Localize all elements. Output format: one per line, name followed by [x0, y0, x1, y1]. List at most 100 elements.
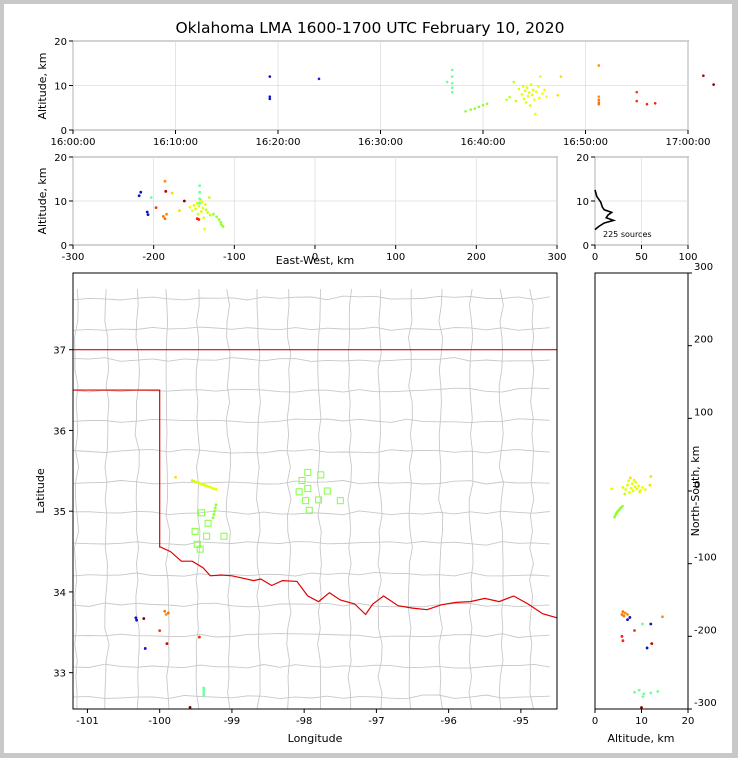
- lightning-source-point: [202, 216, 206, 220]
- lightning-source-point: [200, 200, 204, 204]
- lightning-source-point: [648, 483, 652, 487]
- x-tick-label: -97: [368, 716, 384, 727]
- y-tick-label: 0: [583, 241, 589, 252]
- lightning-source-point: [661, 615, 664, 619]
- lightning-source-point: [202, 689, 206, 692]
- lightning-source-point: [613, 515, 616, 519]
- lma-station-marker: [305, 506, 313, 514]
- lightning-source-point: [633, 690, 636, 694]
- lightning-source-point: [450, 86, 454, 90]
- lma-station-marker: [298, 477, 306, 485]
- lightning-source-point: [559, 75, 563, 78]
- lma-station-marker: [304, 485, 312, 493]
- lightning-source-point: [631, 489, 635, 493]
- lma-station-marker: [336, 497, 344, 505]
- lightning-source-point: [199, 482, 203, 486]
- lightning-source-point: [197, 481, 201, 485]
- lightning-source-point: [163, 609, 167, 613]
- lma-station-marker: [198, 509, 206, 517]
- lightning-source-point: [626, 483, 629, 487]
- x-tick-label: 0: [592, 252, 598, 263]
- lma-station-marker: [317, 471, 325, 479]
- lightning-source-point: [528, 104, 532, 107]
- lma-stations: [191, 468, 344, 553]
- lightning-source-point: [637, 484, 641, 488]
- lightning-source-point: [206, 211, 210, 214]
- y-tick-label: 10: [576, 197, 589, 208]
- y-tick-label: 0: [694, 480, 700, 491]
- y-tick-label: 10: [54, 82, 67, 93]
- lightning-source-point: [637, 688, 641, 692]
- lightning-source-point: [198, 201, 202, 205]
- lightning-source-point: [163, 217, 167, 221]
- lma-station-marker: [191, 527, 199, 535]
- lightning-source-point: [317, 77, 321, 81]
- lightning-source-point: [212, 513, 216, 516]
- lightning-source-point: [450, 81, 454, 85]
- lightning-source-point: [597, 98, 601, 102]
- lightning-source-point: [521, 85, 525, 88]
- x-tick-label: 300: [547, 252, 566, 263]
- lightning-source-point: [178, 209, 181, 213]
- lma-figure: Oklahoma LMA 1600-1700 UTC February 10, …: [34, 19, 717, 745]
- lightning-source-point: [621, 485, 625, 489]
- x-tick-label: 20: [682, 716, 695, 727]
- x-tick-label: -96: [440, 716, 456, 727]
- map-xlabel: Longitude: [288, 732, 343, 745]
- map-frame: [72, 272, 558, 710]
- lightning-source-point: [656, 690, 660, 693]
- x-tick-label: 100: [678, 252, 697, 263]
- lightning-source-point: [174, 475, 177, 479]
- county-boundary: [286, 289, 292, 710]
- county-boundary: [347, 289, 353, 710]
- lightning-source-point: [145, 210, 149, 214]
- lightning-source-point: [634, 480, 638, 484]
- county-boundary: [72, 602, 550, 608]
- lightning-source-point: [649, 691, 653, 695]
- lightning-source-point: [198, 635, 201, 639]
- lightning-source-point: [203, 203, 207, 206]
- lightning-source-point: [164, 189, 168, 193]
- lightning-source-point: [268, 75, 272, 78]
- lightning-source-point: [523, 89, 527, 93]
- lightning-source-point: [645, 646, 649, 650]
- lightning-source-point: [641, 485, 644, 489]
- altitude-ns-xlabel: Altitude, km: [607, 732, 674, 745]
- x-tick-label: 16:00:00: [51, 137, 96, 148]
- lightning-source-point: [208, 485, 211, 489]
- y-tick-label: 200: [694, 335, 713, 346]
- county-boundary: [195, 289, 201, 710]
- lightning-source-point: [204, 208, 208, 212]
- time-altitude-ticks: 16:00:00 16:10:00 16:20:00 16:30:00 16:40:00…: [51, 37, 711, 148]
- x-tick-label: -101: [76, 716, 99, 727]
- lightning-source-point: [198, 184, 202, 188]
- lightning-source-point: [530, 93, 534, 97]
- lightning-source-point: [635, 487, 639, 491]
- oklahoma-state-border: [73, 349, 558, 619]
- lightning-source-point: [524, 101, 528, 104]
- lightning-source-point: [597, 102, 601, 106]
- x-tick-label: 16:20:00: [256, 137, 301, 148]
- lightning-source-point: [621, 610, 625, 614]
- lightning-source-point: [149, 196, 153, 199]
- altitude-ns-points: [610, 475, 664, 709]
- lightning-source-point: [143, 647, 147, 650]
- lightning-source-point: [214, 503, 218, 507]
- lightning-source-point: [161, 215, 165, 218]
- lightning-source-point: [627, 479, 630, 483]
- lightning-source-point: [508, 95, 511, 99]
- x-tick-label: 16:30:00: [358, 137, 403, 148]
- lightning-source-point: [624, 488, 628, 491]
- lma-station-marker: [295, 488, 303, 496]
- lightning-source-point: [626, 613, 629, 616]
- lightning-source-point: [597, 95, 601, 98]
- lma-station-marker: [203, 532, 211, 540]
- lightning-source-point: [201, 483, 205, 486]
- lightning-source-point: [464, 110, 467, 113]
- lightning-source-point: [623, 611, 627, 615]
- lightning-source-point: [214, 487, 218, 491]
- county-boundary: [316, 289, 322, 710]
- lightning-source-point: [539, 75, 542, 78]
- y-tick-label: 20: [54, 37, 67, 48]
- plan-view-panel: -101 -100 -99 -98 -97 -96 -95 33 34 35 36 37 Latitu…: [34, 272, 558, 745]
